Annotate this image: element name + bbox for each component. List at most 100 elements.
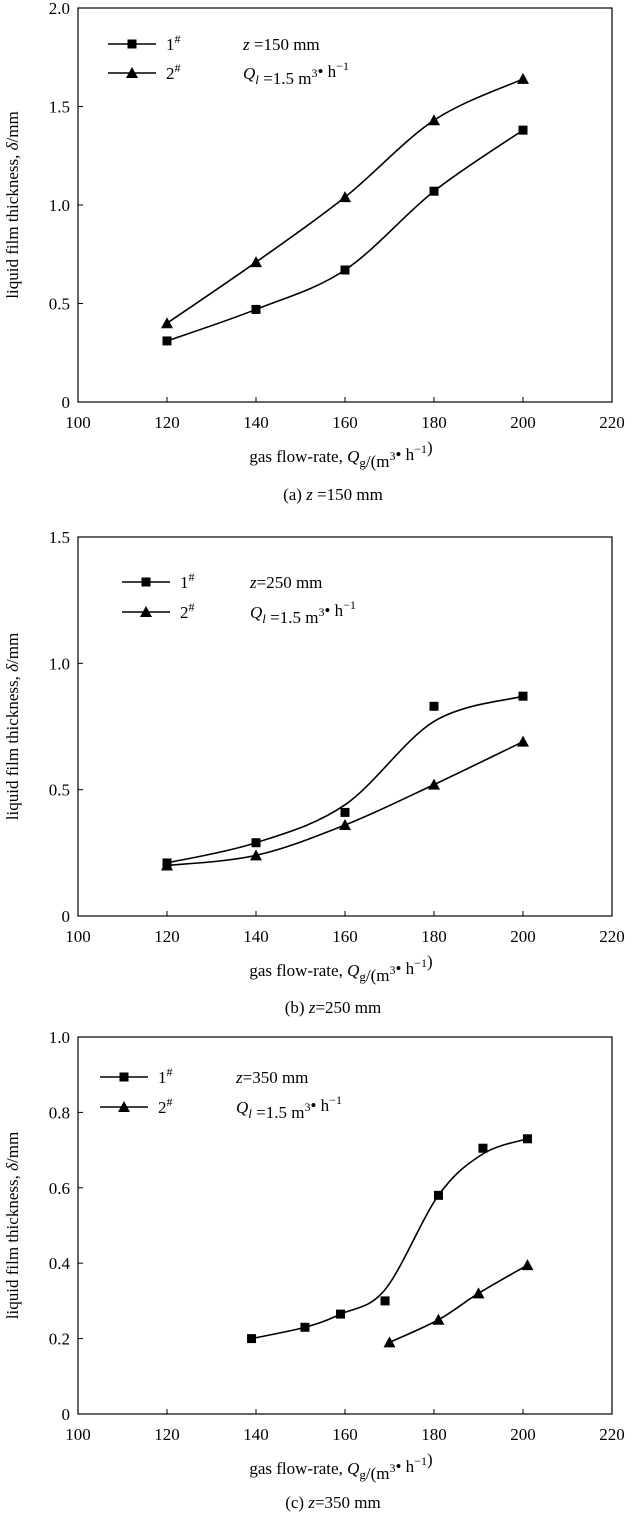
data-point-square: [251, 304, 261, 314]
x-tick-label: 200: [510, 413, 536, 432]
legend-series-name: 2#: [180, 600, 195, 622]
series-line: [166, 740, 524, 867]
y-tick-label: 1.5: [49, 98, 70, 117]
data-point-square: [251, 838, 261, 848]
series-2: [161, 72, 529, 329]
x-axis-label: gas flow-rate, Qg/(m3• h−1): [249, 952, 432, 985]
series-line: [389, 1264, 528, 1344]
series-1: [247, 1134, 532, 1344]
data-point-square: [247, 1334, 257, 1344]
data-point-triangle: [339, 819, 351, 831]
y-tick-label: 0: [62, 1405, 71, 1424]
data-point-triangle: [472, 1287, 485, 1299]
x-tick-label: 200: [510, 1425, 536, 1444]
legend-marker-square: [141, 577, 151, 587]
data-point-square: [518, 691, 528, 701]
data-point-triangle: [161, 317, 173, 329]
legend: 1# 2# z=250 mm Ql =1.5 m3• h−1: [122, 570, 356, 627]
chart-panel-3: 100 120 140 160 180 200 220 0 0.2 0.4 0.6 0.8 1.0 gas…: [3, 1028, 625, 1512]
panel-caption: (b) z=250 mm: [285, 998, 382, 1017]
y-tick-label: 1.0: [49, 1028, 70, 1047]
legend: 1# 2# z=350 mm Ql =1.5 m3• h−1: [100, 1065, 342, 1122]
panel-caption: (a) z =150 mm: [283, 485, 383, 504]
y-tick-label: 0: [62, 907, 71, 926]
series-line: [166, 129, 524, 342]
y-tick-label: 0.5: [49, 781, 70, 800]
series-2: [161, 735, 529, 871]
data-point-triangle: [428, 114, 440, 126]
x-axis-label: gas flow-rate, Qg/(m3• h−1): [249, 1450, 432, 1483]
plot-frame: [77, 1036, 613, 1415]
y-tick-label: 1.0: [49, 196, 70, 215]
y-tick-label: 1.0: [49, 654, 70, 673]
data-point-square: [478, 1143, 488, 1153]
y-tick-label: 0.5: [49, 295, 70, 314]
legend-condition-z: z =150 mm: [242, 35, 320, 54]
data-point-triangle: [428, 778, 440, 790]
series-1: [162, 125, 528, 346]
legend-marker-square: [127, 39, 137, 49]
legend-condition-ql: Ql =1.5 m3• h−1: [236, 1093, 342, 1122]
x-tick-label: 100: [65, 413, 91, 432]
data-point-square: [429, 701, 439, 711]
x-tick-label: 120: [154, 1425, 180, 1444]
data-point-square: [522, 1134, 532, 1144]
data-point-triangle: [339, 191, 351, 203]
data-point-triangle: [383, 1336, 396, 1348]
y-tick-label: 0.2: [49, 1330, 70, 1349]
y-tick-label: 2.0: [49, 0, 70, 18]
plot-frame: [77, 536, 613, 917]
legend-series-name: 2#: [158, 1095, 173, 1117]
x-tick-label: 160: [332, 927, 358, 946]
legend: 1# 2# z =150 mm Ql =1.5 m3• h−1: [108, 32, 349, 88]
x-tick-label: 220: [599, 927, 625, 946]
x-tick-label: 140: [243, 1425, 269, 1444]
series-line: [251, 1138, 528, 1340]
legend-condition-z: z=350 mm: [235, 1068, 308, 1087]
data-point-triangle: [161, 859, 173, 871]
x-tick-label: 120: [154, 927, 180, 946]
x-tick-label: 180: [421, 413, 447, 432]
x-tick-label: 100: [65, 927, 91, 946]
y-axis-label: liquid film thickness, δ/mm: [3, 111, 22, 298]
x-tick-label: 180: [421, 927, 447, 946]
data-point-triangle: [517, 735, 529, 747]
x-tick-label: 220: [599, 1425, 625, 1444]
y-tick-label: 0.4: [49, 1254, 71, 1273]
data-point-square: [340, 265, 350, 275]
x-tick-label: 140: [243, 927, 269, 946]
y-axis-label: liquid film thickness, δ/mm: [3, 633, 22, 820]
legend-series-name: 1#: [180, 570, 195, 592]
x-tick-label: 140: [243, 413, 269, 432]
series-line: [166, 695, 524, 864]
legend-condition-ql: Ql =1.5 m3• h−1: [250, 598, 356, 627]
y-axis-label: liquid film thickness, δ/mm: [3, 1132, 22, 1319]
data-point-triangle: [432, 1313, 445, 1325]
legend-series-name: 1#: [166, 32, 181, 54]
chart-panel-1: 100 120 140 160 180 200 220 0 0.5 1.0 1.5 2.0 gas fl…: [3, 0, 625, 504]
data-point-square: [433, 1190, 443, 1200]
data-point-square: [380, 1296, 390, 1306]
x-tick-label: 200: [510, 927, 536, 946]
legend-condition-z: z=250 mm: [249, 573, 322, 592]
data-point-square: [300, 1322, 310, 1332]
legend-marker-triangle: [140, 606, 152, 617]
y-tick-label: 0: [62, 393, 71, 412]
y-tick-label: 0.6: [49, 1179, 70, 1198]
x-tick-label: 100: [65, 1425, 91, 1444]
data-point-triangle: [250, 256, 262, 268]
legend-marker-square: [119, 1072, 129, 1082]
legend-marker-triangle: [126, 67, 138, 78]
legend-condition-ql: Ql =1.5 m3• h−1: [243, 59, 349, 88]
y-tick-label: 1.5: [49, 528, 70, 547]
data-point-square: [518, 125, 528, 135]
x-tick-label: 160: [332, 1425, 358, 1444]
legend-marker-triangle: [118, 1101, 130, 1112]
x-axis-label: gas flow-rate, Qg/(m3• h−1): [249, 438, 432, 471]
legend-series-name: 2#: [166, 61, 181, 83]
x-tick-label: 120: [154, 413, 180, 432]
x-tick-label: 220: [599, 413, 625, 432]
chart-panel-2: 100 120 140 160 180 200 220 0 0.5 1.0 1.5 gas flow-…: [3, 528, 625, 1017]
